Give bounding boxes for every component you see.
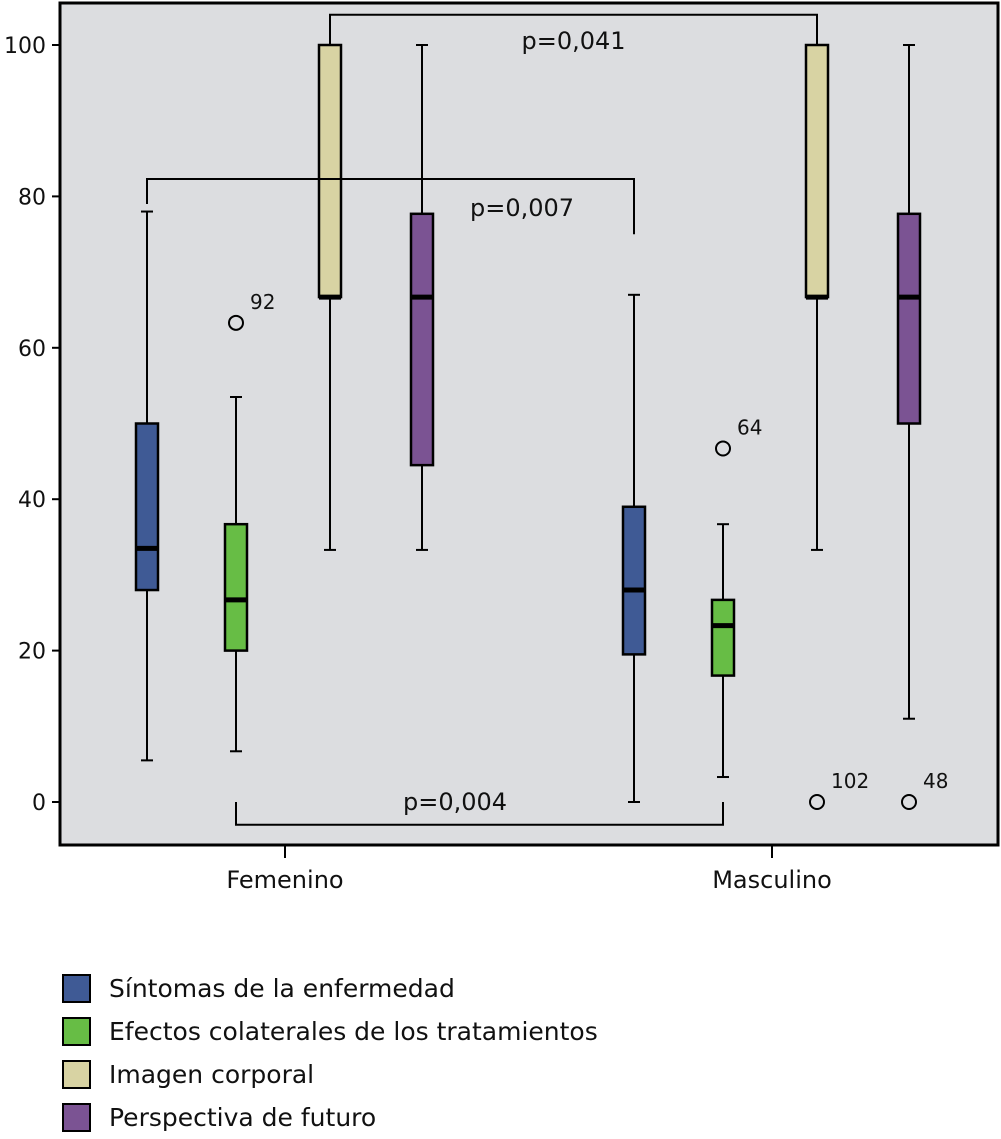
box: [317, 43, 343, 299]
legend-swatch-perspectiva: [62, 1103, 91, 1132]
p-value-label: p=0,007: [470, 194, 574, 222]
y-tick-label: 20: [18, 640, 46, 665]
x-category-label: Masculino: [712, 866, 832, 894]
x-category-label: Femenino: [226, 866, 343, 894]
outlier-label: 48: [923, 769, 948, 793]
legend-label-sintomas: Síntomas de la enfermedad: [109, 974, 455, 1003]
p-value-label: p=0,041: [521, 27, 625, 55]
plot-area: [58, 1, 1000, 847]
legend: Síntomas de la enfermedad Efectos colate…: [62, 967, 598, 1139]
significance-bracket: [146, 177, 635, 235]
legend-swatch-sintomas: [62, 974, 91, 1003]
outlier-point: [228, 314, 244, 331]
outlier-point: [901, 794, 917, 810]
box: [621, 505, 647, 656]
outlier-label: 92: [250, 290, 275, 314]
y-tick-label: 60: [18, 337, 46, 362]
legend-swatch-imagen: [62, 1060, 91, 1089]
legend-item-perspectiva: Perspectiva de futuro: [62, 1096, 598, 1139]
legend-swatch-efectos: [62, 1017, 91, 1046]
legend-item-efectos: Efectos colaterales de los tratamientos: [62, 1010, 598, 1053]
legend-label-perspectiva: Perspectiva de futuro: [109, 1103, 377, 1132]
significance-bracket: [329, 13, 818, 45]
y-tick-label: 100: [4, 34, 46, 59]
box: [223, 522, 249, 652]
legend-item-imagen: Imagen corporal: [62, 1053, 598, 1096]
y-tick-label: 0: [32, 791, 46, 816]
significance-bracket: [235, 802, 724, 826]
box: [710, 598, 736, 677]
boxplot-chart: 0 20 40 60 80 100 Femenino Masculino 92 64 102 48 p=…: [4, 1, 1000, 894]
legend-label-imagen: Imagen corporal: [109, 1060, 315, 1089]
box: [409, 212, 435, 467]
box: [804, 43, 830, 299]
outlier-point: [809, 794, 825, 810]
legend-item-sintomas: Síntomas de la enfermedad: [62, 967, 598, 1010]
outlier-point: [715, 440, 731, 457]
y-tick-label: 40: [18, 488, 46, 513]
legend-label-efectos: Efectos colaterales de los tratamientos: [109, 1017, 598, 1046]
box: [134, 422, 160, 592]
p-value-label: p=0,004: [403, 788, 507, 816]
box: [896, 212, 922, 425]
outlier-label: 102: [831, 769, 869, 793]
y-tick-label: 80: [18, 185, 46, 210]
outlier-label: 64: [737, 415, 762, 439]
